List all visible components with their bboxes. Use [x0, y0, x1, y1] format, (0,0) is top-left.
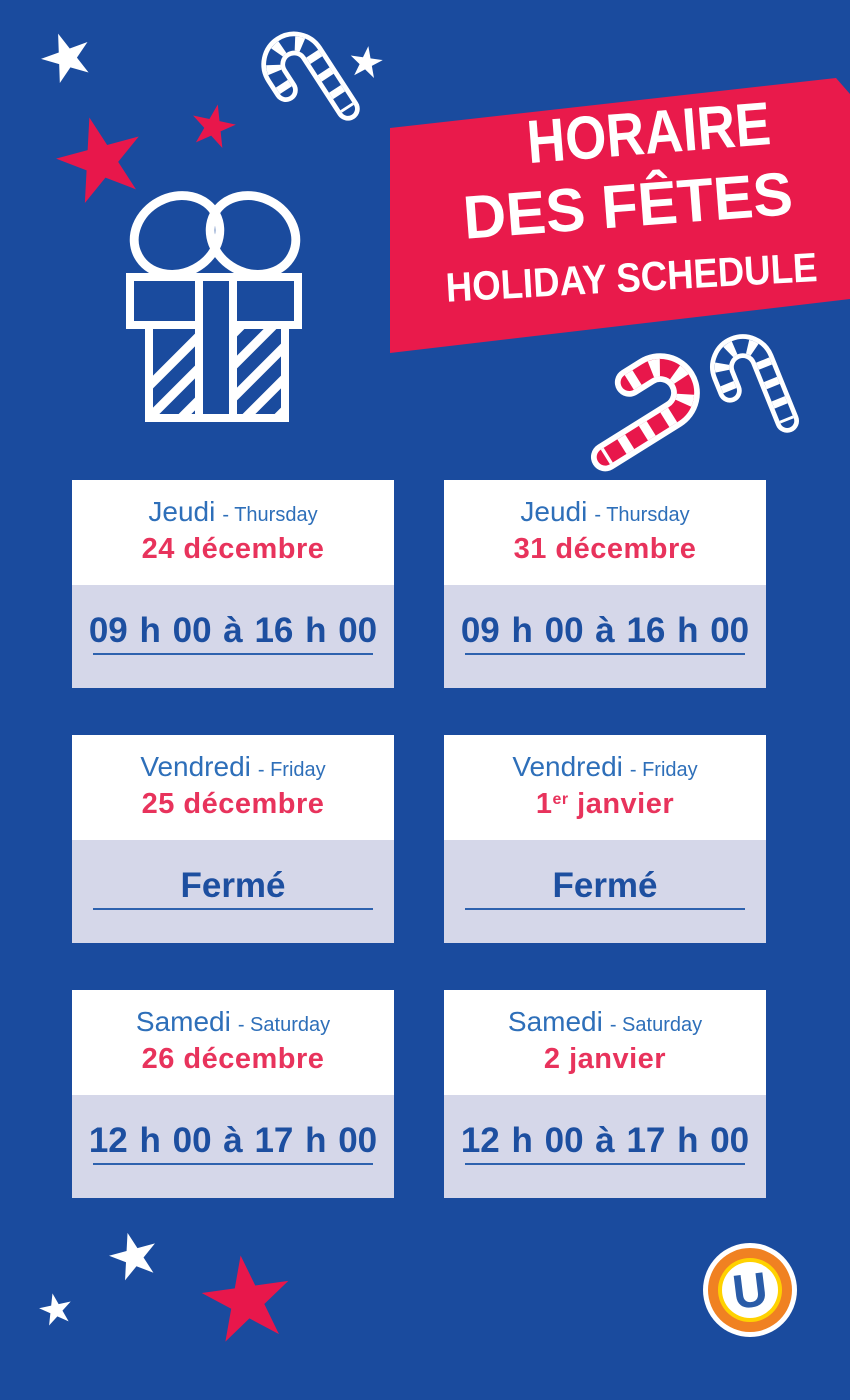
card-hours-section: Fermé [72, 840, 394, 943]
title-en: HOLIDAY SCHEDULE [445, 244, 819, 311]
hours: Fermé [180, 866, 286, 905]
star-icon [34, 25, 98, 87]
day-name-en: - Friday [629, 759, 698, 781]
date-month: janvier [568, 788, 675, 820]
card-header: Jeudi - Thursday 31 décembre [444, 480, 766, 585]
date: 1er janvier [444, 788, 766, 821]
card-hours-section: 09 h 00 à 16 h 00 [444, 585, 766, 688]
card-hours-section: 12 h 00 à 17 h 00 [444, 1095, 766, 1198]
day-name-fr: Jeudi [148, 496, 216, 527]
day-name-en: - Friday [257, 759, 326, 781]
card-header: Vendredi - Friday 25 décembre [72, 735, 394, 840]
date-number: 31 [513, 533, 547, 565]
star-icon [48, 106, 152, 208]
star-icon [348, 43, 385, 79]
hours: 12 h 00 à 17 h 00 [88, 1121, 378, 1160]
title-banner: HORAIRE DES FÊTES HOLIDAY SCHEDULE [390, 78, 850, 353]
candy-cane-icon [710, 334, 800, 433]
schedule-card-jan1: Vendredi - Friday 1er janvier Fermé [444, 735, 766, 943]
title-fr-line2: DES FÊTES [461, 159, 795, 252]
date-number: 2 [543, 1043, 561, 1075]
date-number: 1 [535, 788, 553, 820]
date: 25 décembre [72, 788, 394, 821]
date: 26 décembre [72, 1043, 394, 1076]
schedule-card-jan2: Samedi - Saturday 2 janvier 12 h 00 à 17 … [444, 990, 766, 1198]
star-icon [36, 1290, 75, 1327]
day-name-en: - Thursday [594, 504, 690, 526]
divider-line [93, 1163, 373, 1165]
divider-line [93, 908, 373, 910]
date-month: décembre [174, 533, 325, 565]
u-brand-logo: U [703, 1243, 797, 1337]
card-header: Samedi - Saturday 26 décembre [72, 990, 394, 1095]
schedule-card-dec26: Samedi - Saturday 26 décembre 12 h 00 à 1… [72, 990, 394, 1198]
date-ordinal: er [552, 791, 569, 808]
date-month: décembre [174, 788, 325, 820]
card-hours-section: 12 h 00 à 17 h 00 [72, 1095, 394, 1198]
schedule-card-dec25: Vendredi - Friday 25 décembre Fermé [72, 735, 394, 943]
card-hours-section: Fermé [444, 840, 766, 943]
date-month: janvier [560, 1043, 667, 1075]
day-name-fr: Vendredi [512, 751, 623, 782]
date-number: 24 [141, 533, 175, 565]
date-number: 26 [141, 1043, 175, 1075]
hours: 09 h 00 à 16 h 00 [460, 611, 750, 650]
date-month: décembre [546, 533, 697, 565]
day-name-fr: Samedi [135, 1006, 231, 1037]
divider-line [465, 653, 745, 655]
divider-line [465, 1163, 745, 1165]
schedule-card-dec24: Jeudi - Thursday 24 décembre 09 h 00 à 16… [72, 480, 394, 688]
day-name-en: - Saturday [609, 1014, 703, 1036]
date-number: 25 [141, 788, 175, 820]
card-header: Vendredi - Friday 1er janvier [444, 735, 766, 840]
logo-letter: U [730, 1263, 771, 1320]
card-header: Jeudi - Thursday 24 décembre [72, 480, 394, 585]
day-name-fr: Jeudi [520, 496, 588, 527]
schedule-card-dec31: Jeudi - Thursday 31 décembre 09 h 00 à 16… [444, 480, 766, 688]
divider-line [93, 653, 373, 655]
day-name-fr: Samedi [507, 1006, 603, 1037]
day-name-fr: Vendredi [140, 751, 251, 782]
divider-line [465, 908, 745, 910]
hours: 09 h 00 à 16 h 00 [88, 611, 378, 650]
star-icon [187, 99, 240, 150]
star-icon [104, 1226, 163, 1283]
hours: Fermé [552, 866, 658, 905]
card-header: Samedi - Saturday 2 janvier [444, 990, 766, 1095]
star-icon [197, 1249, 296, 1344]
day-name-en: - Saturday [237, 1014, 331, 1036]
date: 24 décembre [72, 533, 394, 566]
title-banner-text: HORAIRE DES FÊTES HOLIDAY SCHEDULE [445, 89, 819, 311]
candy-cane-icon [261, 31, 360, 121]
day-name-en: - Thursday [222, 504, 318, 526]
card-hours-section: 09 h 00 à 16 h 00 [72, 585, 394, 688]
hours: 12 h 00 à 17 h 00 [460, 1121, 750, 1160]
gift-icon [126, 191, 302, 422]
logo-center [722, 1262, 778, 1318]
date: 31 décembre [444, 533, 766, 566]
date-month: décembre [174, 1043, 325, 1075]
candy-cane-icon [590, 353, 700, 472]
date: 2 janvier [444, 1043, 766, 1076]
